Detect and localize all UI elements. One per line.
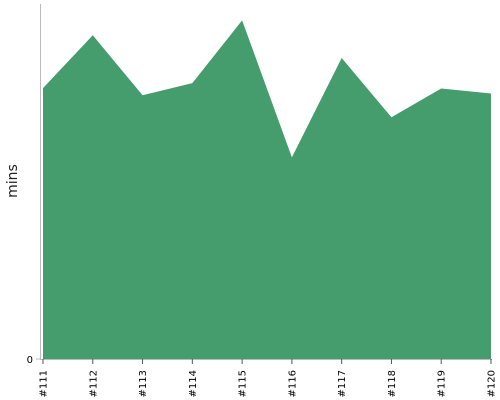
x-axis-ticks: #111 #112 #113 #114 #115 #116 #117 #118 #119 #120 <box>39 359 498 397</box>
x-tick-label: #119 <box>437 370 448 397</box>
x-tick-label: #111 <box>39 370 50 397</box>
x-tick-label: #115 <box>238 370 249 397</box>
y-axis-ticks: 0 <box>27 355 40 366</box>
area-series-fill <box>43 20 491 360</box>
y-tick-label: 0 <box>27 355 33 366</box>
x-tick-label: #118 <box>387 370 398 397</box>
x-tick-label: #112 <box>88 370 99 397</box>
y-axis-title: mins <box>5 164 21 198</box>
x-tick-label: #114 <box>188 370 199 397</box>
x-tick-label: #116 <box>287 370 298 397</box>
x-tick-label: #120 <box>487 370 498 397</box>
x-tick-label: #113 <box>138 370 149 397</box>
x-tick-label: #117 <box>337 370 348 397</box>
